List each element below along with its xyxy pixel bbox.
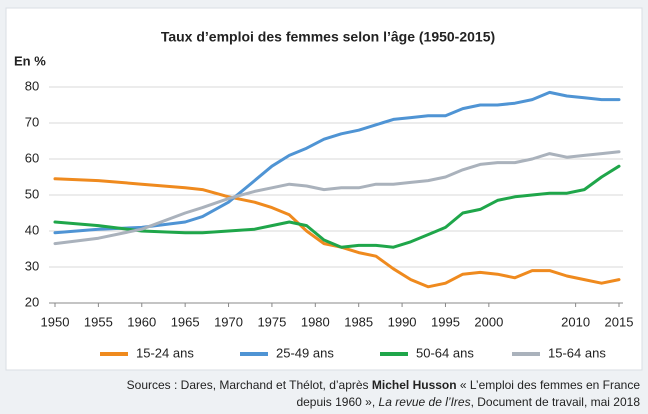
legend-label: 50-64 ans xyxy=(416,345,474,360)
x-tick-label: 2010 xyxy=(561,314,590,329)
y-tick-label: 30 xyxy=(25,258,39,273)
source-text: « L’emploi des femmes en France xyxy=(457,378,641,392)
y-tick-label: 50 xyxy=(25,186,39,201)
x-tick-label: 1980 xyxy=(301,314,330,329)
plot: 20 30 40 50 60 70 80 1950 1955 1960 1965 1970 1975 19… xyxy=(25,78,634,360)
x-tick-label: 1970 xyxy=(214,314,243,329)
y-tick-label: 20 xyxy=(25,294,39,309)
x-tick-label: 1995 xyxy=(431,314,460,329)
legend-label: 15-24 ans xyxy=(136,345,194,360)
source-line-2: depuis 1960 », La revue de l’Ires, Docum… xyxy=(296,395,640,409)
source-text: Sources : Dares, Marchand et Thélot, d’a… xyxy=(127,378,372,392)
source-text: , Document de travail, mai 2018 xyxy=(471,395,641,409)
series-line xyxy=(53,177,621,289)
series-line xyxy=(53,164,621,249)
chart-title: Taux d’emploi des femmes selon l’âge (19… xyxy=(161,29,495,45)
x-tick-label: 1975 xyxy=(257,314,286,329)
x-tick-label: 1950 xyxy=(41,314,70,329)
source-text: depuis 1960 », xyxy=(296,395,378,409)
y-tick-label: 70 xyxy=(25,114,39,129)
legend-label: 15-64 ans xyxy=(548,345,606,360)
x-tick-label: 1960 xyxy=(127,314,156,329)
source-author: Michel Husson xyxy=(372,378,457,392)
y-tick-label: 80 xyxy=(25,78,39,93)
source-journal: La revue de l’Ires xyxy=(379,395,471,409)
x-tick-label: 1965 xyxy=(171,314,200,329)
x-tick-label: 2015 xyxy=(605,314,634,329)
x-tick-label: 1990 xyxy=(388,314,417,329)
series-line xyxy=(53,150,621,246)
x-tick-label: 2000 xyxy=(474,314,503,329)
x-tick-label: 1955 xyxy=(84,314,113,329)
series-line xyxy=(53,90,621,235)
y-axis-label: En % xyxy=(14,53,46,68)
y-tick-label: 60 xyxy=(25,150,39,165)
x-tick-label: 1985 xyxy=(344,314,373,329)
source-line-1: Sources : Dares, Marchand et Thélot, d’a… xyxy=(127,378,641,392)
legend-label: 25-49 ans xyxy=(276,345,334,360)
y-tick-label: 40 xyxy=(25,222,39,237)
